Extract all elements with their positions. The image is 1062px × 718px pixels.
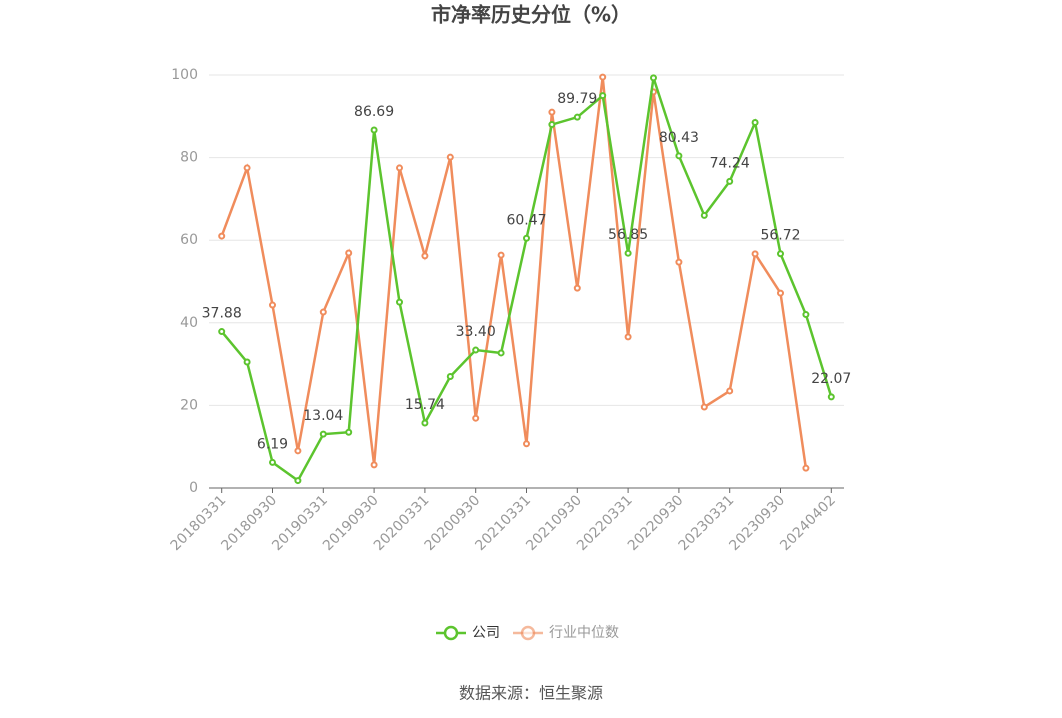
legend-marker [443,625,459,641]
y-tick-label: 0 [189,480,198,496]
point [345,249,353,257]
point [472,346,480,354]
point [548,108,556,116]
data-label: 33.40 [456,324,496,340]
data-label: 56.72 [760,228,800,244]
point [624,333,632,341]
point [573,113,581,121]
point [700,403,708,411]
point [396,164,403,172]
point [624,249,632,257]
point [294,477,302,485]
point [370,461,378,469]
point [269,301,276,309]
legend-label: 公司 [472,625,500,641]
point [218,328,226,336]
y-tick-label: 60 [180,232,198,248]
point [243,164,251,172]
x-tick-label: 20240402 [777,492,839,554]
point [421,419,429,427]
data-label: 37.88 [202,306,242,322]
chart-title: 市净率历史分位（%） [431,3,631,27]
y-tick-label: 100 [171,67,198,83]
point [650,74,657,82]
point [370,126,378,134]
point [523,234,530,242]
point [319,308,327,316]
point [345,428,353,436]
data-label: 22.07 [811,371,851,387]
y-tick-label: 80 [180,150,198,166]
point [700,211,708,219]
point [751,118,759,126]
point [472,414,480,422]
point [243,358,251,366]
source: 数据来源：恒生聚源 [459,684,603,703]
point [497,349,505,357]
point [269,458,276,466]
point [548,121,556,129]
series-line [220,76,808,469]
point [294,447,302,455]
point [726,177,734,185]
data-label: 89.79 [557,91,597,107]
data-label: 6.19 [257,436,288,452]
point [421,252,429,260]
point [675,258,683,266]
point [319,430,327,438]
data-label: 56.85 [608,227,648,243]
point [599,92,607,100]
point [396,298,403,306]
point [523,440,530,448]
legend-marker [520,625,536,641]
point [573,284,581,292]
y-tick-label: 20 [180,397,198,413]
y-tick-label: 40 [180,315,198,331]
point [218,232,226,240]
point [802,464,810,472]
point [675,152,683,160]
data-label: 80.43 [659,130,699,146]
data-label: 60.47 [506,212,546,228]
data-label: 13.04 [303,408,343,424]
data-label: 74.24 [710,155,750,171]
data-label: 15.74 [405,397,445,413]
point [751,250,759,258]
point [827,393,835,401]
point [777,250,784,258]
point [802,311,810,319]
point [446,153,454,161]
data-label: 86.69 [354,104,394,120]
legend-label: 行业中位数 [549,625,619,641]
point [726,387,734,395]
point [599,73,607,81]
point [777,289,784,297]
point [497,251,505,259]
point [446,372,454,380]
